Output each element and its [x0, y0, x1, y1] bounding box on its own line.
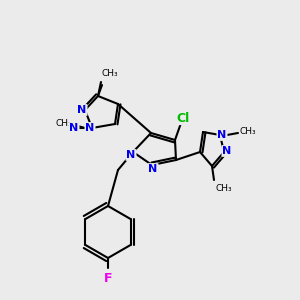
Text: CH₃: CH₃ — [240, 128, 256, 136]
Text: CH₃: CH₃ — [102, 69, 119, 78]
Text: CH₃: CH₃ — [56, 119, 72, 128]
Text: N: N — [69, 123, 79, 133]
Text: F: F — [104, 272, 112, 285]
Text: N: N — [126, 150, 136, 160]
Text: Cl: Cl — [176, 112, 190, 124]
Text: N: N — [85, 123, 94, 133]
Text: N: N — [222, 146, 232, 156]
Text: N: N — [148, 164, 158, 174]
Text: N: N — [218, 130, 226, 140]
Text: CH₃: CH₃ — [215, 184, 232, 193]
Text: N: N — [77, 105, 87, 115]
